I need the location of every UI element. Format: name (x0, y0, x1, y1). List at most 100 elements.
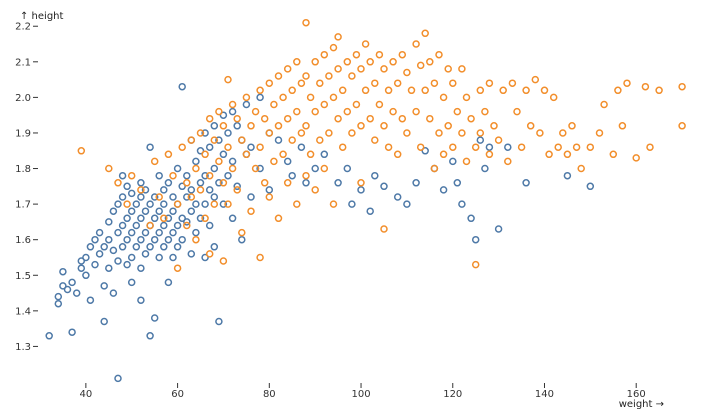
data-point-series-2 (361, 86, 370, 95)
data-point-series-2 (375, 100, 384, 109)
data-point-series-1 (453, 179, 462, 187)
data-point-series-1 (196, 147, 205, 155)
data-point-series-1 (504, 143, 512, 151)
data-point-series-1 (109, 289, 118, 297)
data-point-series-1 (522, 179, 530, 187)
data-point-series-1 (201, 200, 209, 208)
data-point-series-1 (224, 171, 232, 180)
data-point-series-2 (545, 150, 553, 159)
data-point-series-2 (288, 136, 296, 144)
data-point-series-2 (421, 86, 429, 95)
data-point-series-2 (196, 129, 205, 137)
data-point-series-2 (531, 75, 540, 84)
data-point-series-2 (265, 129, 274, 137)
data-point-series-1 (173, 243, 182, 251)
data-point-series-1 (403, 200, 411, 208)
data-point-series-1 (77, 264, 86, 272)
data-point-series-2 (256, 143, 264, 151)
data-point-series-1 (155, 171, 163, 180)
data-point-series-2 (247, 122, 255, 130)
data-point-series-1 (196, 179, 205, 187)
data-point-series-2 (467, 114, 475, 123)
data-point-series-1 (127, 228, 136, 237)
data-point-series-2 (389, 58, 397, 66)
data-point-series-2 (260, 179, 269, 187)
data-point-series-2 (316, 79, 324, 87)
data-point-series-2 (187, 136, 196, 144)
data-point-series-2 (160, 214, 168, 223)
x-tick-label: 80 (263, 389, 276, 400)
data-point-series-1 (123, 182, 131, 191)
data-point-series-1 (100, 243, 108, 251)
data-point-series-2 (334, 33, 342, 41)
data-point-series-2 (224, 75, 232, 84)
data-point-series-2 (554, 143, 562, 151)
data-point-series-2 (375, 50, 384, 59)
data-point-series-2 (283, 114, 292, 123)
data-point-series-1 (68, 328, 76, 336)
data-point-series-2 (444, 65, 452, 73)
data-point-series-1 (192, 157, 200, 166)
data-point-series-1 (155, 207, 163, 215)
data-point-series-2 (320, 100, 329, 109)
data-point-series-1 (256, 164, 264, 173)
data-point-series-2 (549, 93, 558, 102)
data-point-series-2 (205, 171, 214, 180)
data-point-series-2 (329, 200, 338, 208)
data-point-series-2 (228, 164, 237, 173)
data-point-series-2 (471, 260, 480, 269)
data-point-series-2 (490, 122, 498, 130)
y-axis-label: ↑ height (20, 11, 64, 22)
data-point-series-2 (155, 193, 163, 201)
data-point-series-1 (137, 179, 145, 187)
data-point-series-1 (357, 186, 365, 194)
data-point-series-1 (160, 200, 168, 208)
data-point-series-2 (293, 58, 301, 66)
x-axis-label: weight → (619, 399, 664, 409)
data-point-series-2 (485, 79, 494, 87)
data-point-series-1 (458, 200, 466, 208)
data-point-series-2 (453, 107, 462, 116)
data-point-series-1 (210, 164, 219, 173)
data-point-series-2 (279, 150, 287, 159)
data-point-series-2 (380, 225, 388, 233)
data-point-series-2 (320, 50, 329, 59)
data-point-series-1 (86, 243, 95, 251)
data-point-series-2 (526, 122, 535, 130)
data-point-series-1 (150, 235, 159, 244)
data-point-series-1 (82, 271, 90, 280)
data-point-series-1 (439, 186, 448, 194)
data-point-series-2 (311, 58, 319, 66)
data-point-series-2 (407, 86, 416, 95)
data-point-series-1 (155, 253, 163, 262)
data-point-series-1 (242, 100, 251, 109)
data-point-series-1 (247, 143, 255, 151)
data-point-series-1 (86, 296, 95, 304)
data-point-series-1 (169, 193, 177, 201)
data-point-series-2 (632, 154, 640, 162)
x-tick-label: 60 (171, 389, 184, 400)
data-point-series-1 (105, 235, 113, 244)
data-point-series-1 (82, 253, 90, 262)
data-point-series-1 (238, 235, 246, 244)
data-point-series-2 (265, 193, 274, 201)
data-point-series-1 (114, 200, 122, 208)
data-point-series-1 (137, 296, 145, 304)
data-point-series-1 (205, 186, 214, 194)
data-point-series-2 (439, 93, 448, 102)
data-point-series-2 (435, 50, 443, 59)
data-point-series-2 (201, 214, 209, 223)
data-point-series-2 (210, 136, 219, 144)
data-point-series-1 (141, 250, 150, 258)
data-point-series-2 (288, 86, 296, 95)
data-point-series-1 (141, 207, 150, 215)
data-point-series-1 (91, 235, 99, 244)
data-point-series-2 (279, 93, 287, 102)
data-point-series-2 (641, 82, 650, 91)
data-point-series-2 (201, 150, 209, 159)
data-point-series-2 (586, 143, 595, 151)
data-points (45, 18, 686, 383)
data-point-series-1 (164, 235, 173, 244)
data-point-series-1 (233, 182, 241, 191)
data-point-series-1 (449, 157, 457, 166)
